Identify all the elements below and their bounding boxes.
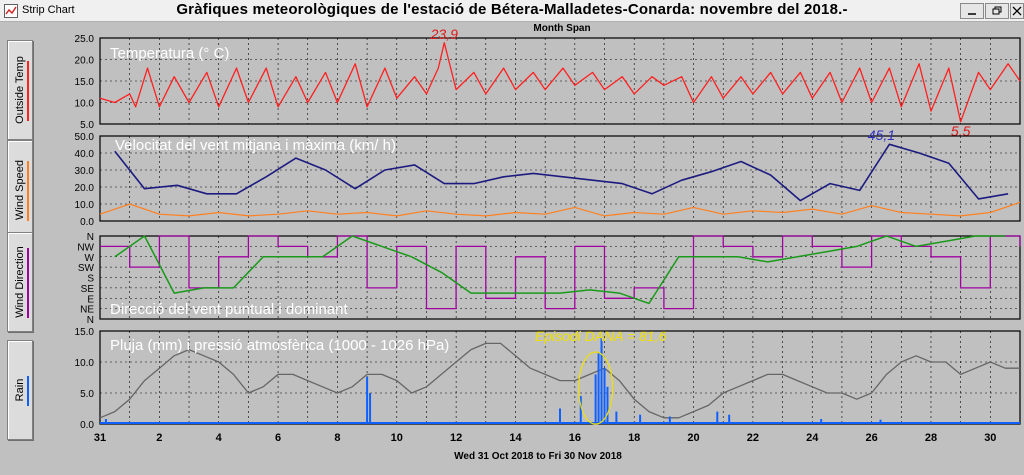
x-axis-tick-label: 6 — [275, 432, 281, 444]
tab-wind-speed[interactable]: Wind Speed — [7, 140, 33, 240]
panel-1-ytick-label: 10.0 — [75, 200, 95, 211]
dana-episode-annotation: Episodi DANA = 81,6 — [535, 328, 667, 344]
x-axis-tick-label: 24 — [806, 432, 819, 444]
restore-button[interactable] — [985, 3, 1009, 19]
side-tab-bar: Outside Temp Wind Speed Wind Direction R… — [0, 22, 40, 475]
x-axis-tick-label: 14 — [509, 432, 522, 444]
panel-0-ytick-label: 5.0 — [80, 120, 94, 131]
temperature-min-annotation: 5,5 — [951, 123, 971, 139]
temp-legend-line-icon — [27, 61, 29, 121]
app-name: Strip Chart — [22, 4, 75, 16]
dana-episode-ellipse — [578, 351, 614, 425]
x-axis-tick-label: 2 — [156, 432, 162, 444]
wind-direction-dominant-series-line — [114, 235, 1006, 305]
x-axis-tick-label: 10 — [391, 432, 403, 444]
x-axis-tick-label: 31 — [94, 432, 106, 444]
panel-0-ytick-label: 25.0 — [75, 34, 95, 45]
panel-3-ytick-label: 15.0 — [75, 327, 95, 338]
panel-2-ytick-label: SE — [81, 284, 95, 295]
panel-2-ytick-label: E — [87, 294, 94, 305]
direction-legend-line-icon — [27, 248, 29, 318]
app-icon — [4, 4, 18, 18]
wind-direction-chart-title: Direcció del vent puntual i dominant — [110, 301, 348, 318]
panel-1-ytick-label: 20.0 — [75, 183, 95, 194]
page-title: Gràfiques meteorològiques de l'estació d… — [176, 1, 848, 18]
panel-2-ytick-label: W — [85, 253, 95, 264]
tab-outside-temp[interactable]: Outside Temp — [7, 40, 33, 140]
x-axis-tick-label: 22 — [747, 432, 759, 444]
panel-0-ytick-label: 15.0 — [75, 77, 95, 88]
x-axis-tick-label: 30 — [984, 432, 996, 444]
panel-2-ytick-label: NE — [80, 305, 94, 316]
panel-1-ytick-label: 40.0 — [75, 149, 95, 160]
x-axis-tick-label: 20 — [687, 432, 699, 444]
pressure-series-line — [99, 342, 1020, 419]
wind-avg-series-line — [99, 201, 1021, 217]
x-axis-tick-label: 8 — [334, 432, 340, 444]
restore-icon — [992, 6, 1002, 15]
wind-direction-point-series-line — [100, 235, 1021, 310]
tab-rain[interactable]: Rain — [7, 340, 33, 440]
panel-0-ytick-label: 20.0 — [75, 56, 95, 67]
wind-max-annotation: 45,1 — [868, 127, 895, 143]
panel-2-ytick-label: SW — [78, 263, 95, 274]
panel-3-ytick-label: 5.0 — [80, 389, 94, 400]
x-axis-tick-label: 4 — [216, 432, 223, 444]
x-axis-tick-label: 12 — [450, 432, 462, 444]
panel-0-ytick-label: 10.0 — [75, 99, 95, 110]
panel-2-ytick-label: N — [87, 315, 94, 326]
panel-3-ytick-label: 0.0 — [80, 420, 94, 431]
x-axis-tick-label: 18 — [628, 432, 640, 444]
wind-legend-line-icon — [27, 161, 29, 221]
panel-2-ytick-label: S — [87, 274, 94, 285]
temperature-max-annotation: 23,9 — [430, 26, 458, 42]
title-bar: Strip Chart Gràfiques meteorològiques de… — [0, 0, 1024, 22]
minimize-icon — [968, 13, 976, 15]
panel-3-ytick-label: 10.0 — [75, 358, 95, 369]
close-button[interactable] — [1010, 3, 1024, 19]
wind-max-series-line — [114, 143, 1009, 202]
date-range-label: Wed 31 Oct 2018 to Fri 30 Nov 2018 — [454, 451, 622, 462]
x-axis-tick-label: 28 — [925, 432, 937, 444]
rain-chart-title: Pluja (mm) i pressió atmosfèrica (1000 -… — [110, 337, 449, 354]
temperature-chart-title: Temperatura (° C) — [110, 45, 229, 62]
rain-legend-line-icon — [27, 376, 29, 406]
panel-1-ytick-label: 0.0 — [80, 217, 94, 228]
x-axis-tick-label: 26 — [865, 432, 877, 444]
wind-chart-title: Velocitat del vent mitjana i màxima (km/… — [115, 137, 396, 154]
panel-1-ytick-label: 50.0 — [75, 132, 95, 143]
minimize-button[interactable] — [960, 3, 984, 19]
close-icon — [1012, 6, 1022, 16]
x-axis-tick-label: 16 — [569, 432, 581, 444]
span-label: Month Span — [533, 23, 590, 34]
temperature-series-line — [99, 42, 1021, 123]
panel-2-ytick-label: N — [87, 232, 94, 243]
panel-2-ytick-label: NW — [77, 242, 94, 253]
tab-wind-direction[interactable]: Wind Direction — [7, 232, 33, 332]
panel-1-ytick-label: 30.0 — [75, 166, 95, 177]
